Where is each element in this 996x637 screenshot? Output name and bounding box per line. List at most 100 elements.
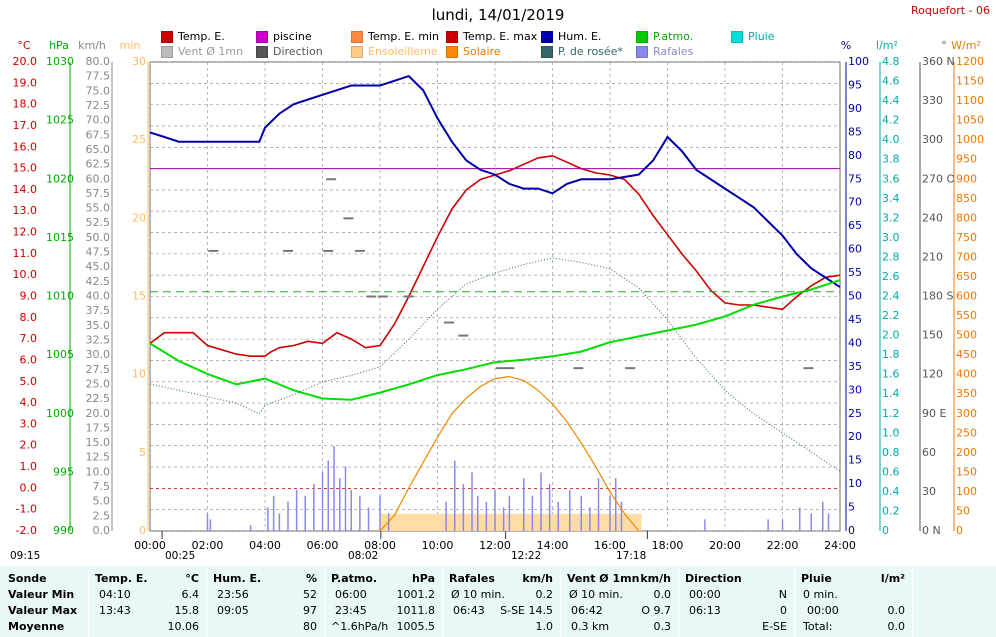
solar-axis-tick-label: 300: [956, 407, 977, 420]
rain-axis-tick-label: 2.8: [882, 250, 900, 263]
table-cell: 23:56: [217, 588, 249, 601]
humidity-axis-tick-label: 70: [848, 196, 862, 209]
humidity-axis-tick-label: 5: [848, 501, 855, 514]
legend-swatch: [161, 30, 173, 43]
table-col-direction: Direction 00:00 N 06:13 0 E-SE: [678, 566, 795, 637]
wind-axis-tick-label: 10.0: [86, 465, 111, 478]
wind-axis-tick-label: 72.5: [86, 99, 111, 112]
table-cell: 15.8: [174, 604, 200, 617]
rain-axis-tick-label: 4.2: [882, 114, 900, 127]
legend-label: P.atmo.: [653, 30, 694, 43]
minutes-axis-tick-label: 30: [132, 55, 146, 68]
direction-axis-tick-label: 60: [922, 446, 936, 459]
rain-axis-tick-label: 1.6: [882, 368, 900, 381]
table-cell: 1.0: [535, 620, 554, 633]
table-col-labels: Sonde Valeur Min Valeur Max Moyenne: [0, 566, 88, 637]
wind-axis-tick-label: 0.0: [93, 524, 111, 537]
legend-swatch: [446, 30, 458, 43]
table-cell: N: [778, 588, 787, 601]
temp-axis-tick-label: 13.0: [13, 204, 38, 217]
table-col-empty: [912, 566, 996, 637]
table-cell: 0.2: [535, 588, 554, 601]
x-tick-label: 08:00: [364, 539, 396, 552]
humidity-axis-tick-label: 10: [848, 477, 862, 490]
legend-label: Temp. E. max: [463, 30, 538, 43]
rain-axis-tick-label: 4.0: [882, 133, 900, 146]
rain-axis-tick-label: 3.8: [882, 153, 900, 166]
solar-axis-tick-label: 550: [956, 309, 977, 322]
legend-label: Pluie: [748, 30, 775, 43]
table-header: Rafales: [449, 572, 495, 585]
wind-axis-tick-label: 17.5: [86, 421, 111, 434]
table-cell: 13:43: [99, 604, 131, 617]
humidity-axis-tick-label: 55: [848, 266, 862, 279]
rain-axis-unit-label: l/m²: [876, 39, 898, 52]
wind-axis-tick-label: 5.0: [93, 495, 111, 508]
wind-axis-tick-label: 75.0: [86, 84, 111, 97]
x-tick-label: 04:00: [249, 539, 281, 552]
table-col-press: P.atmo. hPa 06:00 1001.2 23:45 1011.8 ^1…: [324, 566, 443, 637]
rain-axis-tick-label: 4.6: [882, 75, 900, 88]
pressure-axis-tick-label: 1010: [46, 290, 74, 303]
humidity-axis-tick-label: 65: [848, 219, 862, 232]
series-line: [149, 279, 841, 401]
temp-axis-tick-label: 4.0: [20, 396, 38, 409]
solar-axis-tick-label: 1150: [956, 75, 984, 88]
table-cell: 06:13: [689, 604, 721, 617]
table-cell: 09:05: [217, 604, 249, 617]
direction-axis-tick-label: 180 S: [922, 290, 953, 303]
humidity-axis-tick-label: 30: [848, 383, 862, 396]
sunrise-time: 09:15: [10, 550, 41, 562]
table-header: P.atmo.: [331, 572, 378, 585]
legend-label: Hum. E.: [558, 30, 602, 43]
table-cell: 10.06: [167, 620, 200, 633]
wind-axis-tick-label: 35.0: [86, 319, 111, 332]
table-unit: °C: [185, 572, 199, 585]
x-tick-label: 20:00: [709, 539, 741, 552]
humidity-axis-tick-label: 25: [848, 407, 862, 420]
direction-axis-tick-label: 240: [922, 211, 943, 224]
wind-axis-tick-label: 2.5: [93, 509, 111, 522]
table-cell: 0.0: [653, 588, 672, 601]
table-col-hum: Hum. E. % 23:56 52 09:05 97 80: [206, 566, 325, 637]
pressure-axis-tick-label: 1000: [46, 407, 74, 420]
temp-axis-tick-label: -1.0: [16, 503, 37, 516]
wind-axis-tick-label: 80.0: [86, 55, 111, 68]
direction-axis-tick-label: 120: [922, 368, 943, 381]
legend-item: Temp. E. min: [351, 30, 439, 43]
x-tick-label: 18:00: [652, 539, 684, 552]
temp-axis-tick-label: 20.0: [13, 55, 38, 68]
legend-item: P.atmo.: [636, 30, 693, 43]
table-header: Direction: [685, 572, 742, 585]
legend-swatch: [541, 30, 553, 43]
minutes-axis-tick-label: 25: [132, 133, 146, 146]
wind-axis-tick-label: 7.5: [93, 480, 111, 493]
rain-axis-tick-label: 0: [882, 524, 889, 537]
legend-item: Solaire: [446, 45, 501, 58]
legend-swatch: [636, 45, 648, 58]
temp-axis-tick-label: -2.0: [16, 524, 37, 537]
rain-axis-tick-label: 4.4: [882, 94, 900, 107]
row-label: Moyenne: [8, 620, 65, 633]
event-marker-1: 00:25: [165, 550, 196, 562]
legend-swatch: [541, 45, 553, 58]
humidity-axis-tick-label: 40: [848, 336, 862, 349]
table-cell: 80: [303, 620, 317, 633]
temp-axis-tick-label: 11.0: [13, 247, 38, 260]
x-tick-label: 06:00: [307, 539, 339, 552]
humidity-axis-tick-label: 45: [848, 313, 862, 326]
legend-item: Hum. E.: [541, 30, 601, 43]
minutes-axis-tick-label: 15: [132, 290, 146, 303]
wind-axis-tick-label: 12.5: [86, 451, 111, 464]
table-col-temp: Temp. E. °C 04:10 6.4 13:43 15.8 10.06: [88, 566, 207, 637]
table-header: Pluie: [801, 572, 832, 585]
direction-axis-tick-label: 150: [922, 329, 943, 342]
wind-axis-tick-label: 27.5: [86, 363, 111, 376]
summary-table: Sonde Valeur Min Valeur Max Moyenne Temp…: [0, 566, 996, 637]
solar-axis-tick-label: 500: [956, 329, 977, 342]
event-times: 09:15 00:25 08:02 12:22 17:18: [0, 550, 996, 564]
legend-label: P. de rosée*: [558, 45, 623, 58]
legend-item: Rafales: [636, 45, 693, 58]
humidity-axis-tick-label: 0: [848, 524, 855, 537]
table-cell: O 9.7: [641, 604, 671, 617]
